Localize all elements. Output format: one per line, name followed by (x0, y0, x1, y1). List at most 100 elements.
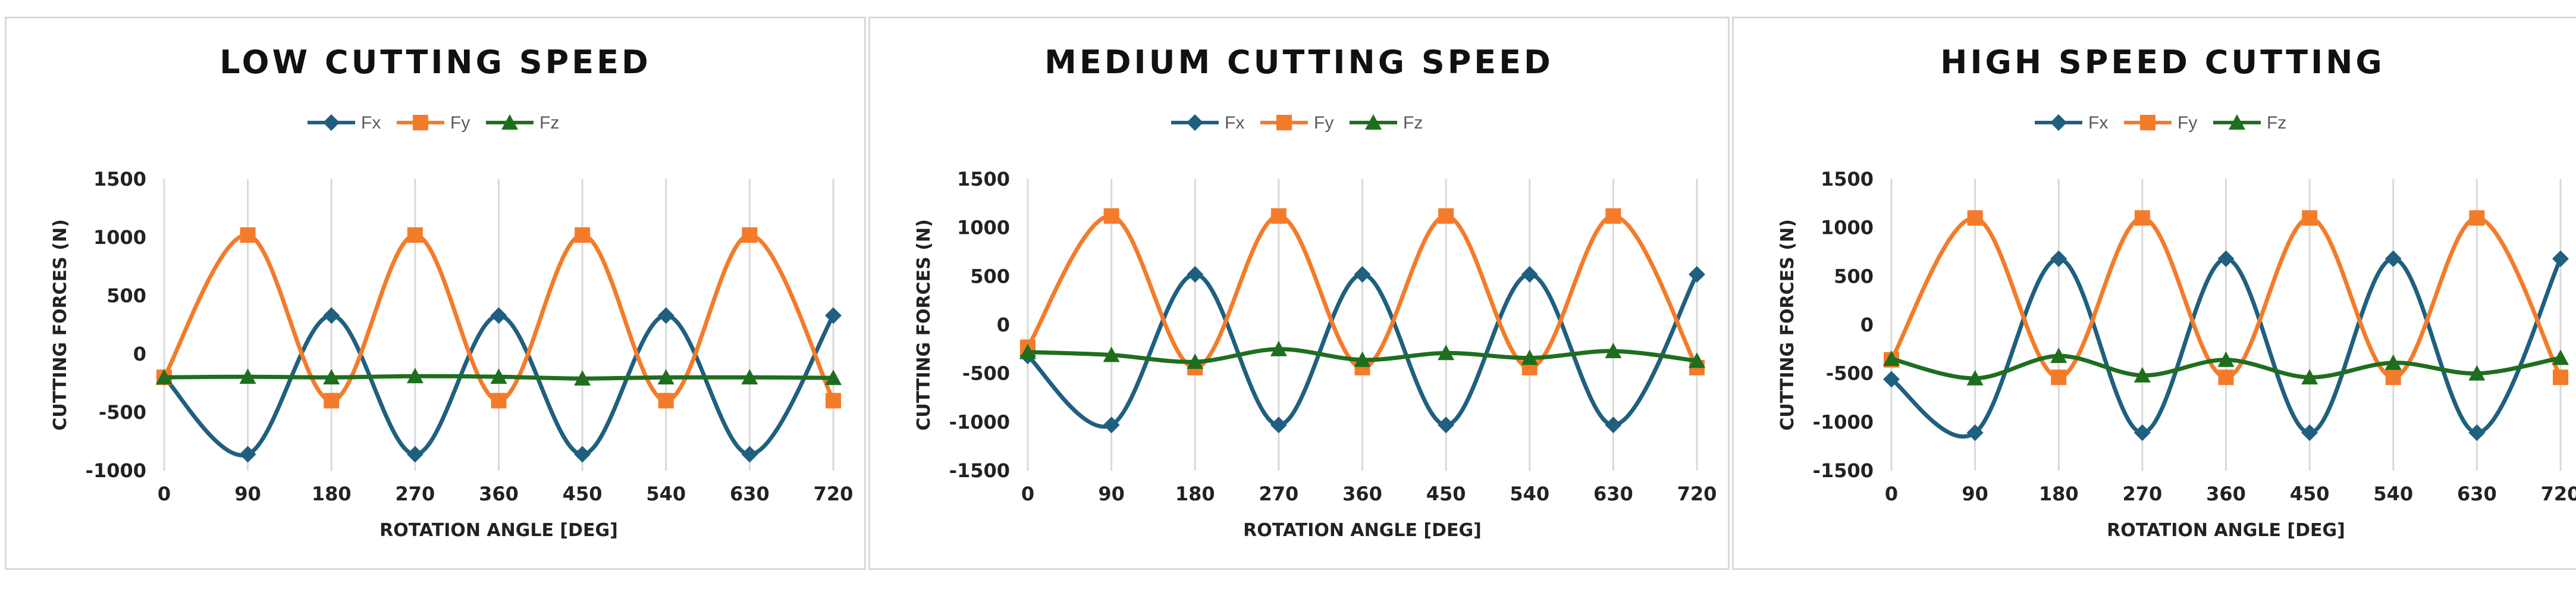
legend-marker-fx (2050, 114, 2067, 131)
data-point-fx-720 (2552, 250, 2569, 267)
data-point-fx-450 (574, 446, 591, 463)
y-tick-label-500: 500 (1834, 265, 1874, 287)
legend-item-fz: Fz (1350, 113, 1423, 133)
data-point-fy-270 (1270, 208, 1287, 224)
data-point-fy-90 (240, 227, 256, 243)
legend-label-fx: Fx (361, 113, 381, 133)
data-point-fz-270 (2133, 367, 2151, 383)
chart-svg: MEDIUM CUTTING SPEED Fx Fy Fz 0 90 180 270 360 45… (914, 43, 1717, 541)
y-tick-label-1000: 1000 (1821, 217, 1874, 239)
data-point-fz-180 (1187, 353, 1204, 369)
legend-marker-fz (1365, 114, 1382, 130)
x-tick-label-630: 630 (1593, 483, 1633, 505)
y-tick-label-500: -500 (99, 401, 146, 424)
data-point-fy-630 (1605, 208, 1621, 224)
series-fy (1884, 210, 2568, 386)
legend-item-fy: Fy (1260, 113, 1334, 133)
y-tick-label-1500: -1500 (949, 459, 1010, 482)
y-tick-label-1500: 1500 (1821, 168, 1874, 190)
y-axis-label: CUTTING FORCES (N) (50, 219, 71, 431)
x-tick-label-180: 180 (312, 483, 352, 505)
series-fx (156, 307, 842, 463)
legend-item-fy: Fy (2124, 113, 2197, 133)
chart-legend: Fx Fy Fz (1171, 113, 1423, 133)
series-fz (1883, 347, 2569, 386)
legend-marker-fx (1187, 114, 1203, 131)
legend-item-fz: Fz (486, 113, 559, 133)
data-point-fx-720 (1689, 266, 1705, 283)
data-point-fz-0 (156, 369, 172, 385)
data-point-fx-360 (1354, 266, 1371, 283)
x-tick-label-540: 540 (646, 483, 686, 505)
data-point-fz-90 (239, 368, 256, 384)
data-point-fz-360 (490, 368, 507, 384)
data-point-fx-630 (741, 446, 758, 463)
x-tick-label-180: 180 (1175, 483, 1215, 505)
y-tick-label-0: 0 (133, 343, 146, 365)
data-point-fz-630 (2468, 365, 2486, 381)
data-point-fx-630 (2468, 424, 2486, 441)
y-tick-label-1000: -1000 (949, 411, 1010, 433)
data-point-fx-720 (825, 307, 842, 324)
data-point-fz-450 (574, 370, 591, 386)
data-point-fz-180 (323, 369, 340, 385)
x-tick-label-450: 450 (563, 483, 603, 505)
data-point-fy-90 (1103, 208, 1119, 224)
data-point-fz-720 (825, 369, 842, 386)
legend-item-fx: Fx (308, 113, 381, 133)
data-point-fy-450 (2302, 210, 2318, 226)
data-point-fz-720 (1689, 352, 1705, 368)
y-tick-label-1000: 1000 (957, 217, 1010, 239)
legend-marker-fy (413, 115, 428, 130)
x-tick-label-360: 360 (1342, 483, 1382, 505)
legend-item-fy: Fy (397, 113, 470, 133)
data-point-fy-270 (2134, 210, 2150, 226)
x-tick-label-720: 720 (1677, 483, 1717, 505)
data-point-fx-180 (1187, 266, 1204, 283)
x-tick-label-630: 630 (2457, 483, 2497, 505)
x-tick-label-630: 630 (730, 483, 770, 505)
data-point-fx-450 (2301, 424, 2318, 441)
series-fz (156, 368, 842, 386)
data-point-fz-0 (1019, 343, 1036, 359)
series-fx (1883, 250, 2569, 441)
y-tick-label-1000: -1000 (86, 459, 146, 482)
chart-title: LOW CUTTING SPEED (219, 43, 651, 81)
data-point-fx-180 (323, 307, 340, 324)
x-tick-label-180: 180 (2039, 483, 2079, 505)
data-point-fy-630 (2469, 210, 2485, 226)
data-point-fx-270 (2133, 424, 2151, 441)
x-tick-label-450: 450 (2290, 483, 2330, 505)
chart-title: MEDIUM CUTTING SPEED (1044, 43, 1554, 81)
legend-label-fy: Fy (450, 113, 470, 133)
data-point-fx-180 (2050, 250, 2067, 267)
x-axis-label: ROTATION ANGLE [DEG] (1243, 520, 1482, 541)
y-tick-label-500: 500 (106, 284, 146, 307)
data-point-fz-540 (1521, 349, 1538, 365)
data-point-fy-180 (324, 393, 340, 409)
y-tick-label-500: -500 (1826, 362, 1874, 385)
legend-label-fx: Fx (1225, 113, 1244, 133)
series-fx (1019, 266, 1705, 434)
data-point-fx-360 (490, 307, 507, 324)
x-tick-label-360: 360 (2206, 483, 2246, 505)
legend-marker-fy (2140, 115, 2155, 130)
legend-item-fx: Fx (2035, 113, 2108, 133)
data-point-fx-270 (1270, 416, 1287, 434)
y-axis-label: CUTTING FORCES (N) (914, 219, 934, 431)
data-point-fy-180 (2051, 369, 2067, 386)
data-point-fz-360 (1354, 351, 1371, 367)
x-axis-label: ROTATION ANGLE [DEG] (2107, 520, 2345, 541)
y-tick-label-1000: -1000 (1813, 411, 1874, 433)
data-point-fy-630 (742, 227, 758, 243)
x-tick-label-720: 720 (814, 483, 854, 505)
data-point-fz-0 (1883, 350, 1900, 367)
data-point-fz-720 (2552, 349, 2569, 365)
legend-marker-fz (501, 114, 518, 130)
data-point-fx-90 (239, 446, 256, 463)
data-point-fy-540 (658, 393, 674, 409)
data-point-fy-720 (826, 393, 841, 409)
data-point-fy-360 (491, 393, 507, 409)
series-fz (1019, 340, 1705, 369)
data-point-fy-450 (1438, 208, 1454, 224)
